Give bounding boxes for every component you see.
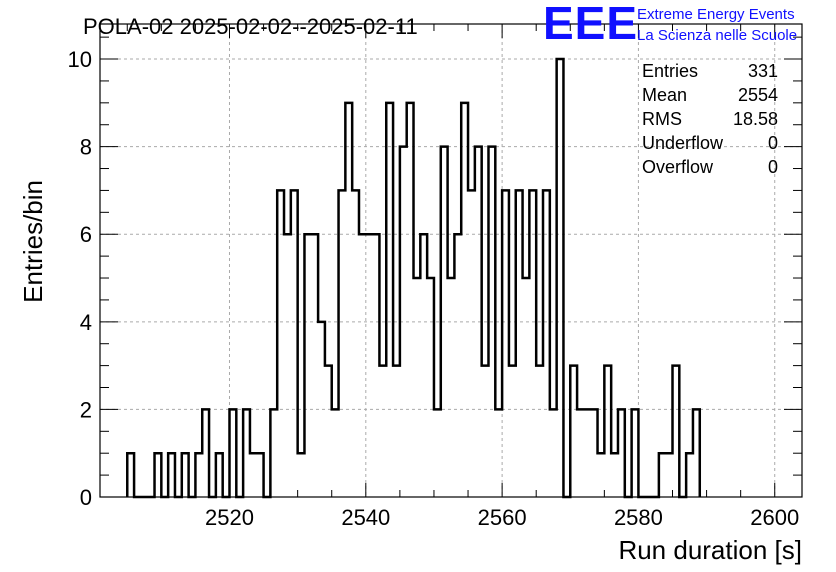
y-tick-label: 2 bbox=[80, 397, 92, 422]
x-axis-title: Run duration [s] bbox=[618, 535, 802, 565]
y-tick-label: 6 bbox=[80, 222, 92, 247]
logo-mark: EEE bbox=[543, 0, 638, 49]
stats-value: 0 bbox=[768, 157, 778, 177]
histogram-series bbox=[126, 57, 702, 499]
stats-label: Entries bbox=[642, 61, 698, 81]
stats-box: Entries 331 Mean 2554 RMS 18.58 Underflow 0 Over… bbox=[642, 61, 778, 177]
stats-label: RMS bbox=[642, 109, 682, 129]
tick-labels: 2520 2540 2560 2580 2600 0 2 4 6 8 10 bbox=[68, 47, 800, 530]
x-tick-label: 2540 bbox=[341, 505, 390, 530]
y-tick-label: 10 bbox=[68, 47, 92, 72]
eee-logo: EEE Extreme Energy Events La Scienza nel… bbox=[543, 0, 797, 49]
y-axis-title: Entries/bin bbox=[18, 180, 48, 303]
x-tick-label: 2520 bbox=[205, 505, 254, 530]
x-tick-label: 2580 bbox=[614, 505, 663, 530]
plot-frame bbox=[99, 23, 803, 498]
stats-value: 18.58 bbox=[733, 109, 778, 129]
y-tick-label: 8 bbox=[80, 135, 92, 160]
stats-value: 2554 bbox=[738, 85, 778, 105]
axis-ticks bbox=[100, 24, 802, 498]
stats-value: 0 bbox=[768, 133, 778, 153]
chart-title: POLA-02 2025-02-02--2025-02-11 bbox=[83, 14, 418, 39]
stats-label: Mean bbox=[642, 85, 687, 105]
stats-label: Overflow bbox=[642, 157, 714, 177]
logo-line1: Extreme Energy Events bbox=[637, 6, 795, 23]
x-tick-label: 2600 bbox=[750, 505, 799, 530]
logo-line2: La Scienza nelle Scuole bbox=[637, 27, 797, 44]
x-tick-label: 2560 bbox=[478, 505, 527, 530]
y-tick-label: 0 bbox=[80, 485, 92, 510]
stats-value: 331 bbox=[748, 61, 778, 81]
grid bbox=[100, 24, 802, 497]
y-tick-label: 4 bbox=[80, 310, 92, 335]
stats-label: Underflow bbox=[642, 133, 724, 153]
